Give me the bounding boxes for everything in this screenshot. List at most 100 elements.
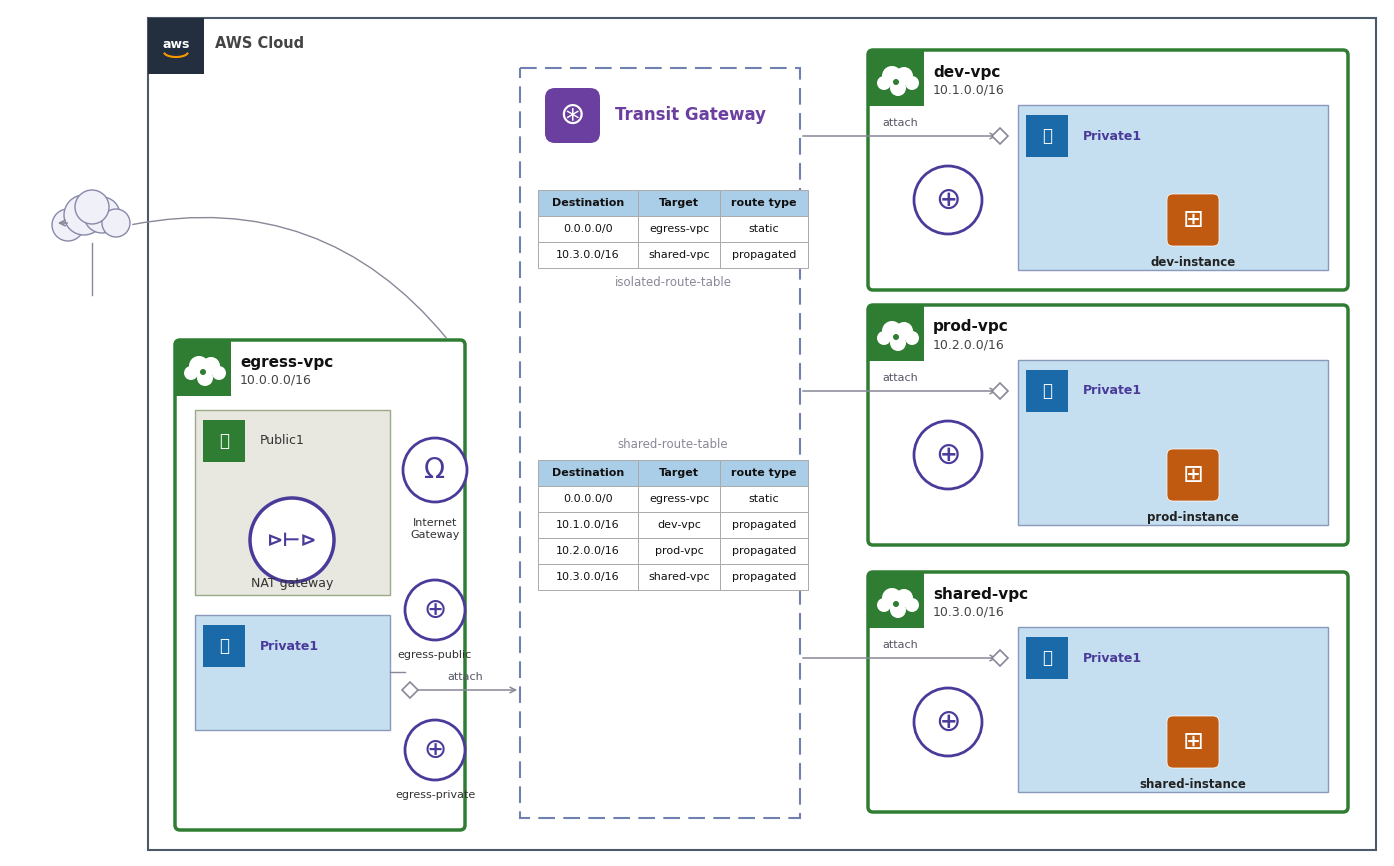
Bar — [638, 538, 719, 564]
Bar — [638, 512, 719, 538]
Text: ⊞: ⊞ — [1182, 208, 1203, 232]
Text: propagated: propagated — [732, 250, 796, 260]
Circle shape — [102, 209, 130, 237]
Text: 10.2.0.0/16: 10.2.0.0/16 — [933, 339, 1005, 352]
Circle shape — [895, 67, 913, 85]
FancyBboxPatch shape — [1167, 449, 1218, 501]
Bar — [638, 460, 719, 486]
Bar — [520, 68, 800, 818]
Bar — [638, 486, 719, 512]
Circle shape — [202, 357, 220, 375]
Text: 10.0.0.0/16: 10.0.0.0/16 — [240, 373, 312, 386]
Text: route type: route type — [732, 198, 797, 208]
FancyBboxPatch shape — [889, 596, 902, 606]
Text: ⊕: ⊕ — [424, 596, 446, 624]
Bar — [538, 242, 638, 268]
FancyBboxPatch shape — [889, 329, 902, 339]
Bar — [538, 216, 638, 242]
Circle shape — [75, 190, 109, 224]
Bar — [868, 305, 924, 361]
Circle shape — [190, 356, 209, 376]
Circle shape — [64, 195, 105, 235]
Text: egress-vpc: egress-vpc — [648, 224, 710, 234]
Bar — [638, 216, 719, 242]
Bar — [1026, 370, 1068, 412]
Text: Target: Target — [659, 468, 698, 478]
Text: 🔒: 🔒 — [219, 432, 229, 450]
Text: 10.1.0.0/16: 10.1.0.0/16 — [933, 83, 1005, 96]
Text: ⊞: ⊞ — [1182, 463, 1203, 487]
FancyBboxPatch shape — [868, 305, 1348, 545]
Text: egress-vpc: egress-vpc — [648, 494, 710, 504]
FancyBboxPatch shape — [889, 74, 902, 84]
FancyBboxPatch shape — [868, 572, 1348, 812]
Circle shape — [889, 602, 906, 618]
Circle shape — [905, 76, 919, 90]
Circle shape — [403, 438, 467, 502]
Bar — [719, 512, 809, 538]
Text: Private1: Private1 — [1083, 130, 1142, 143]
Bar — [1026, 115, 1068, 157]
Text: ⊕: ⊕ — [935, 708, 960, 736]
Text: static: static — [749, 494, 779, 504]
Bar — [195, 615, 390, 730]
Circle shape — [914, 166, 981, 234]
Circle shape — [895, 589, 913, 607]
Text: egress-private: egress-private — [395, 790, 475, 800]
Text: ⊕: ⊕ — [935, 185, 960, 215]
Text: propagated: propagated — [732, 520, 796, 530]
Text: 10.3.0.0/16: 10.3.0.0/16 — [556, 572, 620, 582]
Circle shape — [406, 720, 466, 780]
Text: 10.2.0.0/16: 10.2.0.0/16 — [556, 546, 620, 556]
Circle shape — [184, 366, 198, 380]
Bar — [148, 18, 204, 74]
Text: NAT gateway: NAT gateway — [251, 577, 333, 590]
Circle shape — [889, 80, 906, 96]
Text: Public1: Public1 — [261, 435, 305, 448]
Text: dev-vpc: dev-vpc — [657, 520, 701, 530]
Bar — [176, 340, 231, 396]
Text: ⊕: ⊕ — [935, 441, 960, 469]
Text: Private1: Private1 — [1083, 385, 1142, 397]
Text: 0.0.0.0/0: 0.0.0.0/0 — [563, 494, 613, 504]
Text: AWS Cloud: AWS Cloud — [215, 36, 304, 51]
Bar — [719, 486, 809, 512]
Bar — [868, 572, 924, 628]
Bar — [1018, 105, 1328, 270]
Circle shape — [882, 588, 902, 608]
Bar — [638, 242, 719, 268]
Text: shared-route-table: shared-route-table — [618, 437, 728, 450]
Text: prod-instance: prod-instance — [1147, 511, 1239, 524]
FancyBboxPatch shape — [197, 364, 209, 374]
Text: 🔒: 🔒 — [1041, 649, 1052, 667]
Bar — [538, 538, 638, 564]
Bar — [719, 538, 809, 564]
Text: shared-vpc: shared-vpc — [933, 586, 1029, 602]
Text: Transit Gateway: Transit Gateway — [615, 106, 765, 124]
Bar — [719, 242, 809, 268]
Bar — [1018, 360, 1328, 525]
Bar — [719, 564, 809, 590]
Text: shared-vpc: shared-vpc — [648, 250, 710, 260]
Bar — [1018, 627, 1328, 792]
Text: Target: Target — [659, 198, 698, 208]
Bar — [538, 460, 638, 486]
Text: shared-instance: shared-instance — [1139, 778, 1246, 791]
Circle shape — [877, 598, 891, 612]
Text: Destination: Destination — [552, 198, 625, 208]
Bar — [638, 564, 719, 590]
Circle shape — [199, 369, 206, 375]
Text: attach: attach — [882, 640, 917, 650]
Text: Ω: Ω — [424, 456, 446, 484]
Text: ⊕: ⊕ — [424, 736, 446, 764]
Bar — [538, 190, 638, 216]
Text: Internet
Gateway: Internet Gateway — [410, 518, 460, 540]
Text: 0.0.0.0/0: 0.0.0.0/0 — [563, 224, 613, 234]
Text: 🔒: 🔒 — [219, 637, 229, 655]
Circle shape — [894, 79, 899, 85]
Circle shape — [914, 688, 981, 756]
Text: prod-vpc: prod-vpc — [933, 320, 1009, 334]
Text: propagated: propagated — [732, 572, 796, 582]
Text: Private1: Private1 — [261, 639, 319, 652]
Text: 10.3.0.0/16: 10.3.0.0/16 — [933, 605, 1005, 618]
